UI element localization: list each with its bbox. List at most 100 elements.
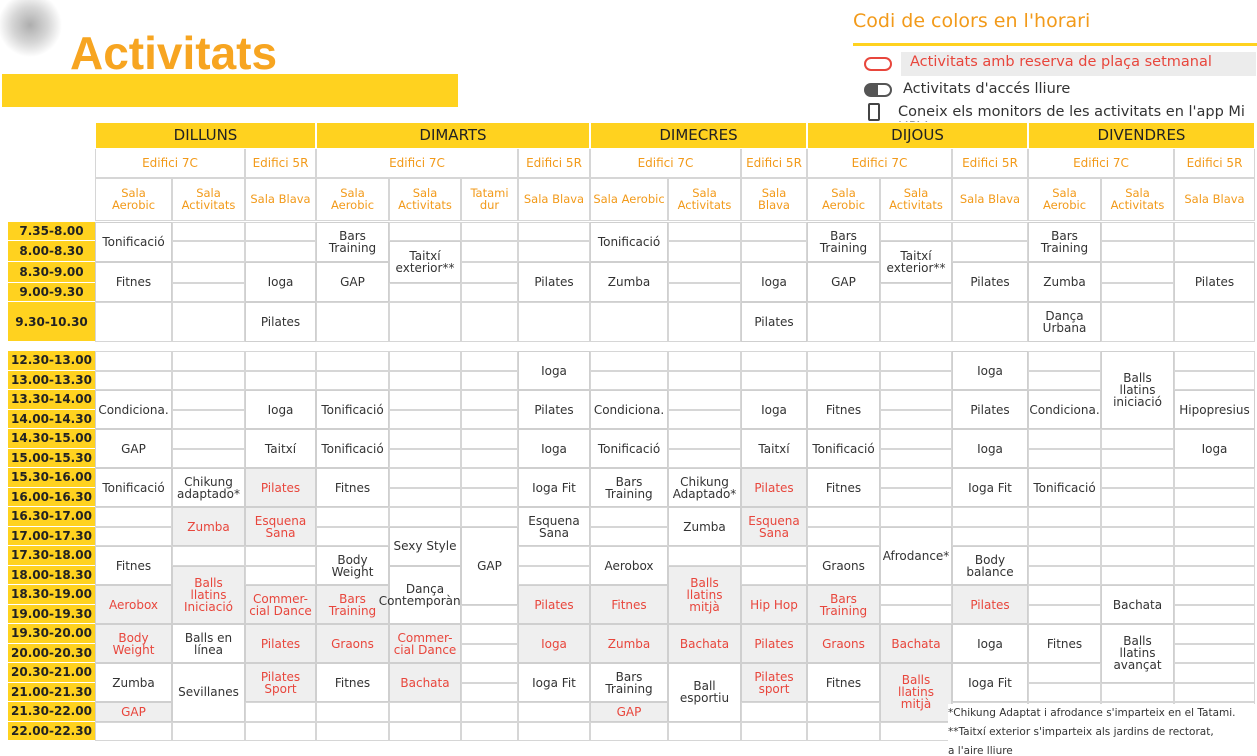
legend-item: Activitats d'accés lliure [903, 81, 1071, 97]
empty-cell [741, 222, 807, 241]
empty-cell [461, 448, 518, 468]
empty-cell [880, 487, 952, 507]
activity: Taitxí exterior** [389, 241, 461, 283]
time-slot-text: 18.30-19.00 [11, 587, 92, 602]
activity-text: GAP [121, 441, 146, 456]
activity: Pilates [1174, 262, 1255, 302]
activity: Ioga [245, 262, 316, 302]
time-slot: 19.00-19.30 [8, 604, 95, 624]
time-slot: 13.00-13.30 [8, 370, 95, 390]
activity-text: Pilates [1194, 275, 1235, 289]
empty-cell [1174, 241, 1255, 262]
room-header: Sala Aerobic [1028, 178, 1101, 221]
empty-cell [518, 241, 590, 262]
room-header: Sala Aerobic [95, 178, 172, 221]
empty-cell [245, 702, 316, 722]
activity-text: Bars Training [328, 591, 377, 618]
empty-cell [461, 604, 518, 624]
activity-text: Aerobox [108, 597, 159, 612]
empty-cell [1101, 507, 1174, 527]
activity: GAP [807, 262, 880, 302]
day-header-text: DILLUNS [173, 126, 238, 144]
empty-cell [741, 241, 807, 262]
empty-cell [172, 222, 245, 241]
time-slot-text: 22.00-22.30 [11, 723, 92, 738]
time-slot-text: 20.30-21.00 [11, 665, 92, 680]
room-header: Sala Aerobic [590, 178, 668, 221]
activity: Ioga Fit [952, 468, 1028, 507]
time-slot-text: 14.00-14.30 [11, 411, 92, 426]
empty-cell [952, 222, 1028, 241]
activity-text: Bars Training [605, 669, 653, 696]
empty-cell [952, 526, 1028, 546]
time-slot: 22.00-22.30 [8, 721, 95, 741]
empty-cell [807, 721, 880, 741]
footnote: a l'aire lliure [948, 745, 1013, 756]
empty-cell [741, 546, 807, 566]
empty-cell [668, 409, 741, 429]
empty-cell [1174, 682, 1255, 702]
activity: Condiciona. [590, 390, 668, 429]
empty-cell [1101, 468, 1174, 488]
empty-cell [461, 390, 518, 410]
activity-text: Fitnes [115, 275, 152, 289]
activity: Ioga [518, 624, 590, 663]
empty-cell [389, 507, 461, 527]
empty-cell [880, 351, 952, 371]
empty-cell [1028, 682, 1101, 702]
activity-text: Zumba [607, 636, 651, 651]
empty-cell [741, 370, 807, 390]
room-header-text: Sala Activitats [398, 186, 452, 212]
empty-cell [1174, 643, 1255, 663]
empty-cell [95, 302, 172, 342]
activity: GAP [95, 429, 172, 468]
activity: Ioga [952, 624, 1028, 663]
empty-cell [1028, 604, 1101, 624]
time-slot-text: 7.35-8.00 [19, 224, 84, 238]
time-slot-text: 8.30-9.00 [19, 265, 84, 279]
activity-text: Tonificació [321, 402, 384, 417]
room-header-text: Sala Aerobic [593, 191, 665, 206]
empty-cell [389, 409, 461, 429]
activity: Pilates sport [741, 663, 807, 702]
empty-cell [1101, 241, 1174, 262]
activity: Tonificació [95, 468, 172, 507]
activity: Bars Training [807, 585, 880, 624]
empty-cell [389, 370, 461, 390]
activity: Bachata [880, 624, 952, 663]
time-slot: 15.00-15.30 [8, 448, 95, 468]
time-slot: 9.00-9.30 [8, 283, 95, 302]
activity: Bars Training [590, 663, 668, 702]
activity-text: Fitnes [611, 597, 647, 612]
activity-text: Esquena Sana [528, 513, 580, 540]
activity-text: Ioga [541, 363, 567, 378]
time-slot: 9.30-10.30 [8, 302, 95, 342]
activity: Bars Training [807, 222, 880, 262]
time-slot: 8.30-9.00 [8, 262, 95, 283]
activity: Ioga [741, 262, 807, 302]
activity: Zumba [590, 624, 668, 663]
activity: Ioga [952, 429, 1028, 468]
empty-cell [1028, 351, 1101, 371]
building-header: Edifici 5R [741, 148, 807, 178]
empty-cell [461, 702, 518, 722]
legend-highlight [901, 52, 1256, 76]
activity-text: Body balance [966, 552, 1014, 579]
empty-cell [807, 370, 880, 390]
empty-cell [389, 468, 461, 488]
empty-cell [172, 546, 245, 566]
empty-cell [741, 565, 807, 585]
activity: Tonificació [316, 390, 389, 429]
empty-cell [461, 351, 518, 371]
time-slot-text: 16.00-16.30 [11, 489, 92, 504]
empty-cell [389, 448, 461, 468]
empty-cell [316, 721, 389, 741]
empty-cell [1101, 682, 1174, 702]
empty-cell [880, 507, 952, 527]
activity-text: GAP [340, 275, 365, 289]
building-header: Edifici 7C [590, 148, 741, 178]
activity: Tonificació [590, 429, 668, 468]
building-header-text: Edifici 7C [1073, 156, 1129, 170]
activity: Balls llatins mitjà [880, 663, 952, 722]
empty-cell [1101, 283, 1174, 302]
